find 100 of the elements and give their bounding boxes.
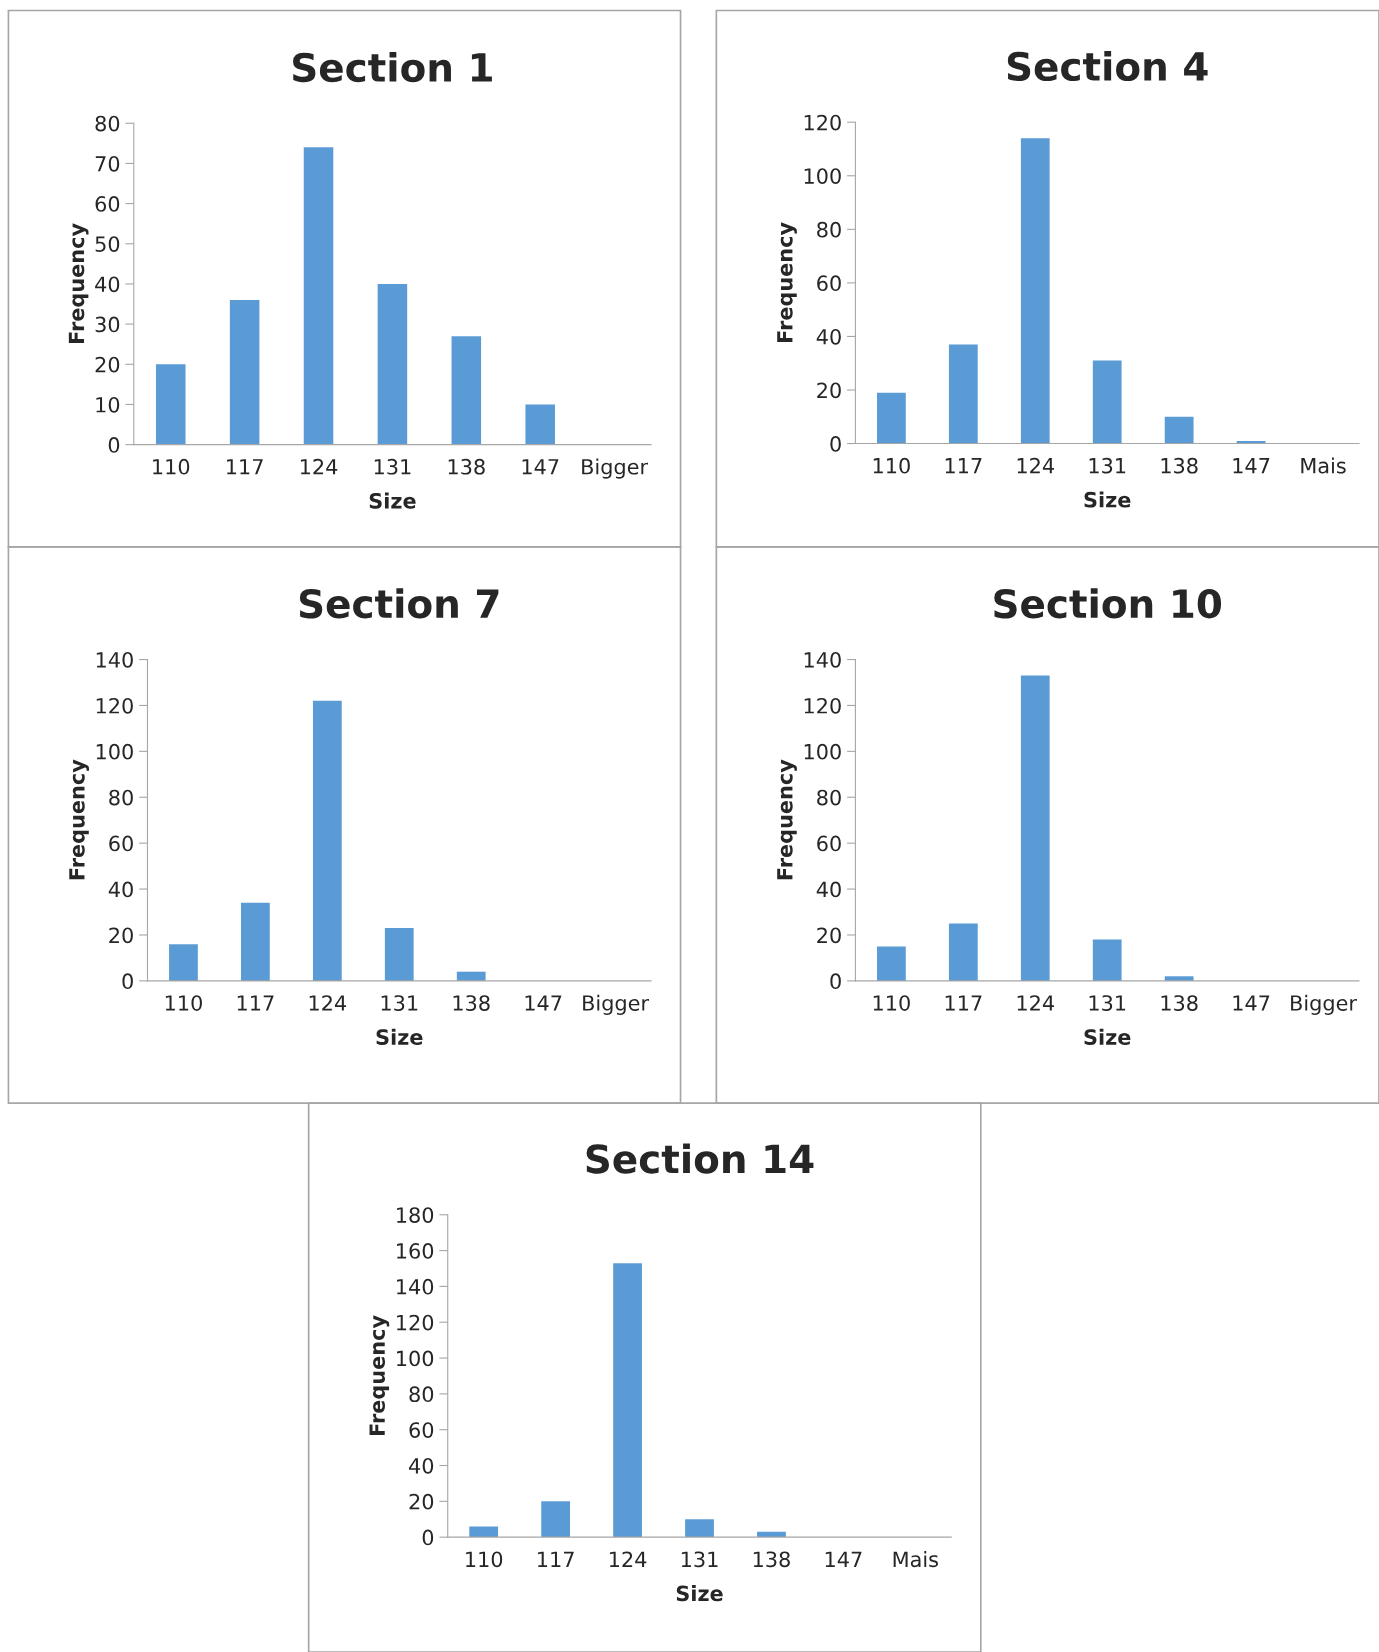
x-tick-label: 147 xyxy=(522,459,559,475)
y-tick-label: 160 xyxy=(397,1243,434,1259)
y-tick-label: 100 xyxy=(804,743,841,760)
x-tick-label: 124 xyxy=(309,995,347,1011)
y-axis-title: Frequency xyxy=(69,759,89,880)
y-tick-label: 80 xyxy=(817,221,841,238)
y-tick-label: 120 xyxy=(96,697,133,714)
x-tick-label: 117 xyxy=(945,458,982,474)
x-tick-label: 110 xyxy=(873,457,910,474)
bar xyxy=(241,902,270,981)
x-tick-label: 110 xyxy=(466,1551,503,1568)
bar xyxy=(303,147,334,445)
y-tick-label: 140 xyxy=(96,651,133,668)
x-tick-label: 124 xyxy=(300,458,338,475)
y-tick-label: 30 xyxy=(95,316,120,333)
x-tick-label: 117 xyxy=(227,459,263,475)
x-tick-label: 138 xyxy=(1161,995,1198,1011)
bar xyxy=(685,1519,714,1538)
y-tick-label: 50 xyxy=(95,236,120,252)
y-tick-label: 70 xyxy=(95,155,120,172)
bar xyxy=(377,283,408,445)
x-tick-label: 110 xyxy=(165,995,202,1011)
bar xyxy=(169,944,198,981)
x-axis-title: Size xyxy=(1084,1028,1131,1045)
x-tick-label: 131 xyxy=(1089,457,1126,474)
bar xyxy=(1020,138,1050,444)
x-tick-label: 131 xyxy=(381,995,418,1011)
y-tick-label: 60 xyxy=(109,835,133,852)
y-tick-label: 140 xyxy=(804,651,841,668)
bar xyxy=(757,1531,786,1538)
x-tick-label: Bigger xyxy=(1291,994,1357,1015)
y-tick-label: 0 xyxy=(422,1529,434,1546)
x-tick-label: Mais xyxy=(893,1551,938,1568)
y-tick-label: 60 xyxy=(95,196,120,212)
y-tick-label: 100 xyxy=(397,1350,434,1367)
bar xyxy=(877,392,906,444)
y-tick-label: 20 xyxy=(109,927,133,944)
bar xyxy=(384,928,414,981)
y-tick-label: 20 xyxy=(409,1493,434,1510)
y-tick-label: 40 xyxy=(108,881,133,898)
chart-title: Section 7 xyxy=(299,588,499,619)
y-tick-label: 0 xyxy=(830,973,841,990)
x-tick-label: 147 xyxy=(525,995,562,1011)
y-tick-label: 80 xyxy=(409,1386,434,1403)
y-tick-label: 40 xyxy=(409,1457,434,1474)
x-tick-label: 138 xyxy=(448,458,485,475)
bar xyxy=(1092,939,1122,981)
y-tick-label: 20 xyxy=(817,927,841,944)
bar xyxy=(1092,360,1122,444)
y-tick-label: 80 xyxy=(817,789,841,806)
chart-title: Section 1 xyxy=(293,52,492,83)
bar xyxy=(1164,416,1194,444)
y-tick-label: 60 xyxy=(409,1422,434,1438)
y-tick-label: 120 xyxy=(397,1314,434,1331)
chart-title: Section 14 xyxy=(586,1143,814,1174)
bar xyxy=(155,364,186,445)
y-tick-label: 0 xyxy=(830,436,841,452)
x-axis-title: Size xyxy=(376,1028,423,1045)
x-tick-label: 124 xyxy=(609,1551,647,1567)
x-tick-label: Bigger xyxy=(583,994,650,1015)
y-tick-label: 80 xyxy=(109,789,133,806)
y-tick-label: 60 xyxy=(817,835,841,852)
bar xyxy=(613,1263,642,1538)
x-tick-label: 138 xyxy=(1161,457,1198,474)
x-axis-title: Size xyxy=(676,1585,723,1602)
y-tick-label: 120 xyxy=(804,697,841,714)
x-tick-label: 131 xyxy=(681,1551,718,1568)
y-tick-label: 20 xyxy=(95,356,120,373)
y-tick-label: 0 xyxy=(122,973,133,990)
y-axis-title: Frequency xyxy=(369,1315,390,1436)
x-tick-label: 131 xyxy=(374,458,411,475)
x-axis-title: Size xyxy=(369,492,416,509)
x-tick-label: 147 xyxy=(1233,995,1270,1011)
x-tick-label: 131 xyxy=(1089,995,1126,1011)
x-tick-label: Bigger xyxy=(582,458,649,479)
bar xyxy=(451,336,482,445)
x-tick-label: 117 xyxy=(237,995,274,1011)
y-tick-label: 40 xyxy=(816,328,841,345)
x-axis-title: Size xyxy=(1084,491,1131,508)
y-tick-label: 20 xyxy=(817,382,841,399)
chart-title: Section 4 xyxy=(1007,51,1208,82)
bar xyxy=(229,300,260,445)
y-tick-label: 10 xyxy=(96,396,120,413)
chart-title: Section 10 xyxy=(994,588,1222,619)
y-tick-label: 180 xyxy=(397,1207,434,1223)
y-tick-label: 40 xyxy=(816,881,841,898)
x-tick-label: 110 xyxy=(873,995,910,1011)
x-tick-label: 138 xyxy=(753,1551,790,1568)
x-tick-label: 117 xyxy=(945,995,982,1011)
x-tick-label: 124 xyxy=(1017,457,1054,474)
bar xyxy=(1020,675,1050,981)
x-tick-label: 138 xyxy=(453,995,490,1011)
y-tick-label: 80 xyxy=(95,115,120,132)
y-axis-title: Frequency xyxy=(777,759,797,880)
x-tick-label: 110 xyxy=(153,458,190,475)
bar xyxy=(469,1526,499,1538)
bar xyxy=(877,946,906,981)
bar xyxy=(312,700,342,981)
y-tick-label: 60 xyxy=(817,275,841,292)
y-axis-title: Frequency xyxy=(68,223,89,343)
